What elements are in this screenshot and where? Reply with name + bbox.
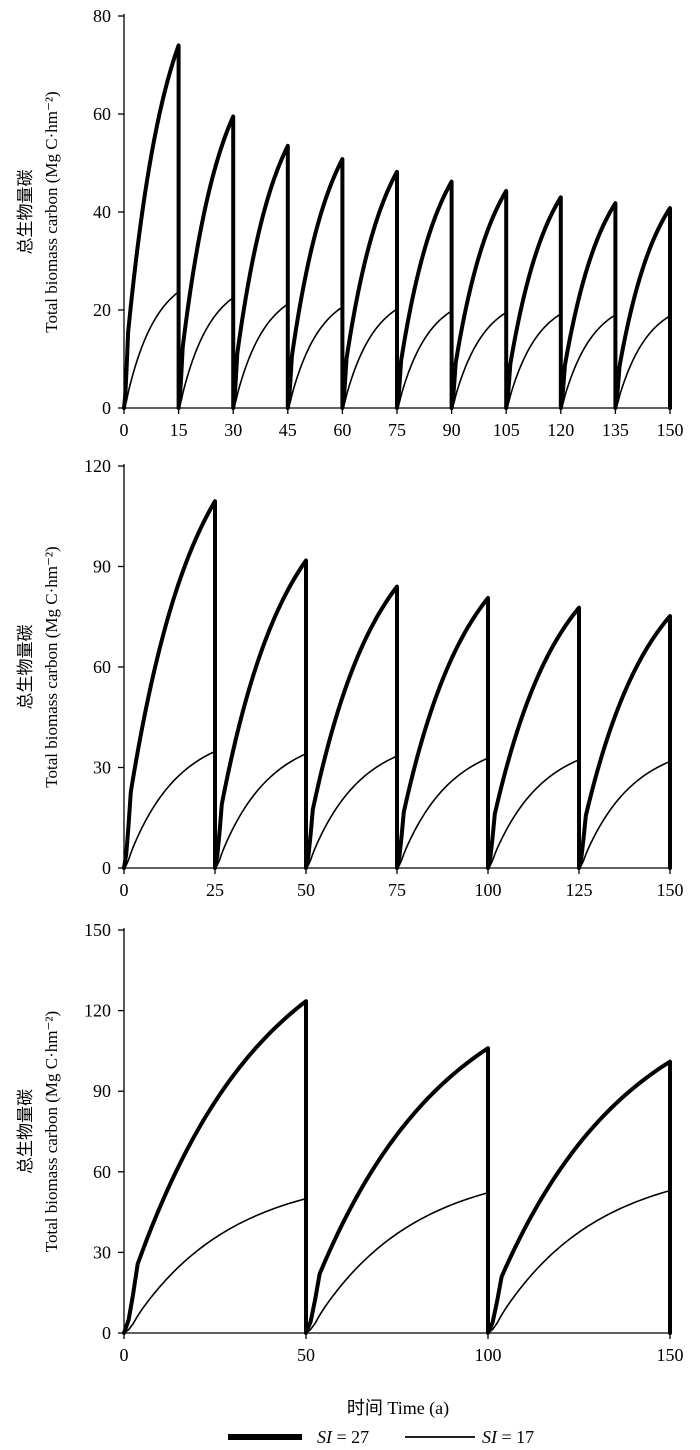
chart-panel-1: 0 20 40 60 80 0 15 30 45 60 75 90 105 120 135 150 总生物量碳 T…: [16, 6, 684, 440]
series-line-si17: [123, 291, 671, 409]
x-tick-label: 150: [657, 1345, 684, 1365]
y-tick-label: 0: [102, 858, 111, 878]
x-axis-label: 时间 Time (a): [347, 1398, 449, 1419]
x-tick-label: 45: [279, 420, 297, 440]
y-axis-label: 总生物量碳 Total biomass carbon (Mg C·hm⁻²): [16, 546, 61, 787]
x-tick-label: 120: [547, 420, 574, 440]
x-tick-label: 0: [120, 1345, 129, 1365]
y-tick-label: 80: [93, 6, 111, 26]
y-tick-label: 20: [93, 300, 111, 320]
y-tick-label: 60: [93, 1162, 111, 1182]
y-tick-label: 120: [84, 1001, 111, 1021]
chart-panel-3: 0 30 60 90 120 150 0 50 100 150 总生物量碳 Total biomass…: [16, 920, 684, 1365]
y-tick-label: 90: [93, 557, 111, 577]
x-tick-label: 50: [297, 880, 315, 900]
y-tick-label: 60: [93, 104, 111, 124]
y-tick-label: 150: [84, 920, 111, 940]
x-tick-label: 90: [443, 420, 461, 440]
x-tick-label: 25: [206, 880, 224, 900]
x-tick-label: 50: [297, 1345, 315, 1365]
x-tick-label: 75: [388, 420, 406, 440]
y-axis-label: 总生物量碳 Total biomass carbon (Mg C·hm⁻²): [16, 91, 61, 332]
x-tick-label: 15: [170, 420, 188, 440]
x-tick-label: 150: [657, 880, 684, 900]
y-tick-label: 40: [93, 202, 111, 222]
x-tick-label: 135: [602, 420, 629, 440]
x-tick-label: 150: [657, 420, 684, 440]
y-tick-label: 60: [93, 657, 111, 677]
y-axis-label: 总生物量碳 Total biomass carbon (Mg C·hm⁻²): [16, 1011, 61, 1252]
x-tick-label: 105: [493, 420, 520, 440]
x-tick-label: 100: [475, 880, 502, 900]
y-tick-label: 30: [93, 1242, 111, 1262]
legend: SI = 27 SI = 17: [228, 1427, 534, 1447]
y-tick-label: 30: [93, 758, 111, 778]
series-line-si17: [123, 1189, 671, 1334]
x-tick-label: 125: [566, 880, 593, 900]
chart-panel-2: 0 30 60 90 120 0 25 50 75 100 125 150 总生物量碳 Total bio…: [16, 456, 684, 900]
series-line-si17: [123, 750, 671, 869]
x-tick-label: 100: [475, 1345, 502, 1365]
x-tick-label: 60: [333, 420, 351, 440]
y-tick-label: 0: [102, 398, 111, 418]
x-tick-label: 0: [120, 880, 129, 900]
x-tick-label: 75: [388, 880, 406, 900]
y-tick-label: 120: [84, 456, 111, 476]
x-tick-label: 0: [120, 420, 129, 440]
y-tick-label: 0: [102, 1323, 111, 1343]
legend-label-si17: SI = 17: [482, 1427, 534, 1447]
x-tick-label: 30: [224, 420, 242, 440]
legend-label-si27: SI = 27: [317, 1427, 369, 1447]
series-line-si27: [122, 999, 672, 1335]
y-tick-label: 90: [93, 1081, 111, 1101]
